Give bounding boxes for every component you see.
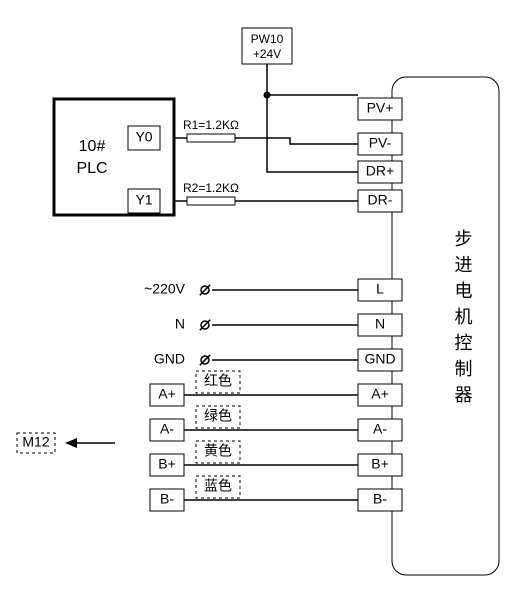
controller-label-char: 器 bbox=[455, 385, 473, 405]
controller-pin-label-A-: A- bbox=[373, 421, 387, 437]
controller-pin-label-A+: A+ bbox=[371, 386, 389, 402]
power-label-1: +24V bbox=[253, 47, 281, 61]
motor-color-label-B+: 黄色 bbox=[204, 443, 232, 459]
resistor-R2 bbox=[187, 197, 235, 205]
controller-label-char: 控 bbox=[455, 333, 473, 353]
node-solid bbox=[264, 92, 271, 99]
motor-term-label-B-: B- bbox=[160, 491, 174, 507]
controller-pin-label-DR+: DR+ bbox=[366, 163, 394, 179]
controller-pin-label-PV-: PV- bbox=[369, 135, 392, 151]
plc-port-label-Y1: Y1 bbox=[135, 192, 152, 208]
motor-term-label-B+: B+ bbox=[158, 456, 176, 472]
m12-arrow-head bbox=[65, 438, 77, 448]
controller-pin-label-DR-: DR- bbox=[368, 192, 393, 208]
controller-pin-label-B-: B- bbox=[373, 491, 387, 507]
controller-pin-label-GND: GND bbox=[364, 351, 395, 367]
motor-color-label-A+: 红色 bbox=[204, 373, 232, 389]
plc-title-0: 10# bbox=[79, 138, 106, 155]
plc-port-label-Y0: Y0 bbox=[135, 129, 152, 145]
controller-label-char: 进 bbox=[455, 255, 473, 275]
wire bbox=[235, 138, 358, 144]
ac-label-N: N bbox=[175, 316, 185, 332]
resistor-label-R1: R1=1.2KΩ bbox=[183, 118, 239, 132]
controller-label-char: 电 bbox=[455, 281, 473, 301]
resistor-R1 bbox=[187, 134, 235, 142]
m12-label: M12 bbox=[22, 434, 49, 450]
controller-label-char: 制 bbox=[455, 359, 473, 379]
controller-pin-label-PV+: PV+ bbox=[367, 100, 394, 116]
controller-label-char: 步 bbox=[455, 229, 473, 249]
motor-term-label-A-: A- bbox=[160, 421, 174, 437]
controller-label-char: 机 bbox=[455, 307, 473, 327]
motor-color-label-A-: 绿色 bbox=[204, 408, 232, 424]
plc-title-1: PLC bbox=[76, 160, 107, 177]
wire bbox=[267, 95, 358, 172]
controller-pin-label-N: N bbox=[375, 316, 385, 332]
resistor-label-R2: R2=1.2KΩ bbox=[183, 181, 239, 195]
ac-label-GND: GND bbox=[154, 351, 185, 367]
motor-term-label-A+: A+ bbox=[158, 386, 176, 402]
controller-box bbox=[392, 77, 499, 575]
controller-pin-label-L: L bbox=[376, 281, 384, 297]
controller-pin-label-B+: B+ bbox=[371, 456, 389, 472]
power-label-0: PW10 bbox=[251, 32, 284, 46]
motor-color-label-B-: 蓝色 bbox=[204, 478, 232, 494]
ac-label-220V: ~220V bbox=[144, 281, 186, 297]
